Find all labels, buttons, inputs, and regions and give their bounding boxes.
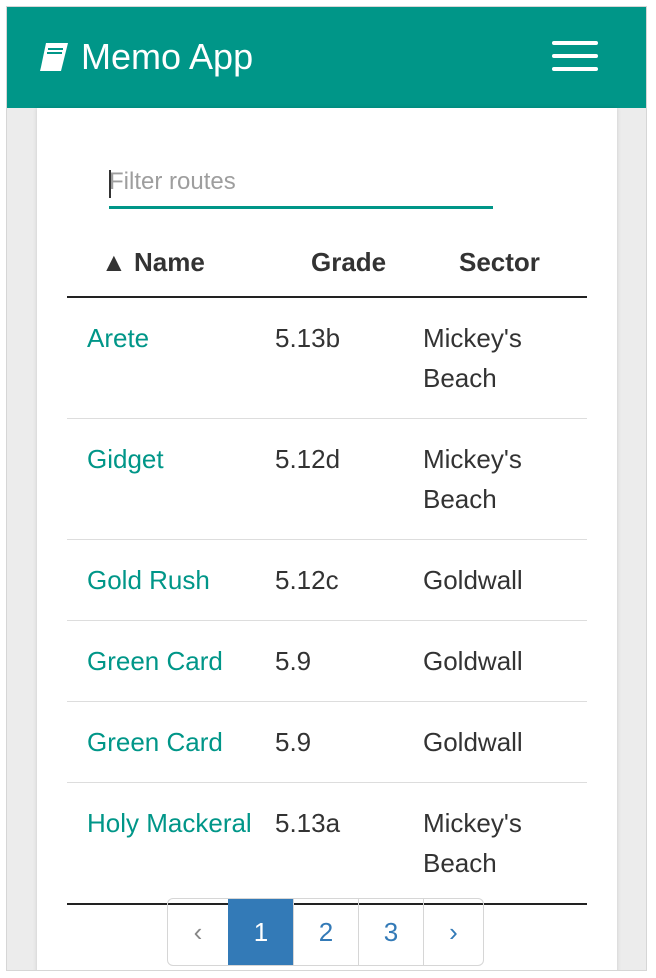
route-name-cell: Gold Rush	[67, 539, 275, 621]
route-name-cell: Holy Mackeral	[67, 782, 275, 905]
column-header-name[interactable]: ▲ Name	[67, 228, 275, 298]
column-header-name-label: Name	[133, 246, 205, 277]
route-sector: Goldwall	[423, 620, 587, 702]
filter-field[interactable]	[109, 162, 493, 209]
route-link[interactable]: Gold Rush	[87, 565, 210, 595]
page-1-button[interactable]: 1	[228, 899, 293, 965]
route-sector: Mickey's Beach	[423, 297, 587, 419]
brand[interactable]: Memo App	[37, 37, 253, 77]
route-grade: 5.13b	[275, 297, 423, 419]
route-grade: 5.9	[275, 620, 423, 702]
route-link[interactable]: Arete	[87, 323, 150, 353]
route-sector: Goldwall	[423, 539, 587, 621]
table-row: Arete 5.13b Mickey's Beach	[67, 297, 587, 419]
route-link[interactable]: Holy Mackeral	[87, 808, 252, 838]
route-name-cell: Gidget	[67, 418, 275, 540]
navbar: Memo App	[7, 7, 646, 108]
route-grade: 5.12d	[275, 418, 423, 540]
table-row: Green Card 5.9 Goldwall	[67, 620, 587, 702]
route-name-cell: Green Card	[67, 701, 275, 783]
route-grade: 5.9	[275, 701, 423, 783]
route-link[interactable]: Green Card	[87, 727, 223, 757]
routes-card: ▲ Name Grade Sector Arete 5.13b Mickey's…	[37, 108, 617, 970]
table-row: Gidget 5.12d Mickey's Beach	[67, 418, 587, 540]
app-title: Memo App	[81, 36, 254, 77]
table-header-row: ▲ Name Grade Sector	[67, 228, 587, 298]
route-grade: 5.12c	[275, 539, 423, 621]
route-sector: Mickey's Beach	[423, 782, 587, 905]
route-name-cell: Green Card	[67, 620, 275, 702]
route-grade: 5.13a	[275, 782, 423, 905]
next-page-button[interactable]: ›	[423, 899, 483, 965]
route-sector: Goldwall	[423, 701, 587, 783]
routes-table: ▲ Name Grade Sector Arete 5.13b Mickey's…	[67, 228, 587, 905]
app-frame: Memo App ▲ Name Grade Sector Arete	[6, 6, 647, 971]
filter-input[interactable]	[109, 162, 493, 202]
page-3-button[interactable]: 3	[358, 899, 423, 965]
column-header-sector[interactable]: Sector	[423, 228, 587, 298]
sort-ascending-icon: ▲	[101, 246, 127, 277]
hamburger-menu-icon[interactable]	[552, 41, 598, 73]
column-header-grade[interactable]: Grade	[275, 228, 423, 298]
table-row: Holy Mackeral 5.13a Mickey's Beach	[67, 782, 587, 905]
route-name-cell: Arete	[67, 297, 275, 419]
route-link[interactable]: Gidget	[87, 444, 164, 474]
previous-page-button[interactable]: ‹	[193, 916, 203, 947]
page-2-button[interactable]: 2	[293, 899, 358, 965]
table-row: Gold Rush 5.12c Goldwall	[67, 539, 587, 621]
text-caret	[109, 170, 111, 198]
table-row: Green Card 5.9 Goldwall	[67, 701, 587, 783]
route-link[interactable]: Green Card	[87, 646, 223, 676]
route-sector: Mickey's Beach	[423, 418, 587, 540]
pagination: ‹ 1 2 3 ›	[167, 898, 484, 966]
book-icon	[40, 43, 68, 71]
